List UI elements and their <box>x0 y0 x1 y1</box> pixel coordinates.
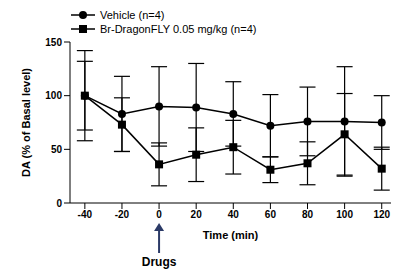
html-text:Br-DragonFLY 0.05 mg/kg (n=4): Br-DragonFLY 0.05 mg/kg (n=4) <box>100 23 257 35</box>
svg-text:100: 100 <box>45 90 62 101</box>
svg-text:80: 80 <box>302 209 314 220</box>
svg-text:20: 20 <box>191 209 203 220</box>
svg-text:50: 50 <box>51 144 63 155</box>
svg-text:150: 150 <box>45 37 62 48</box>
svg-text:-40: -40 <box>78 209 93 220</box>
svg-text:DA (% of Basal level): DA (% of Basal level) <box>20 68 32 177</box>
svg-text:40: 40 <box>228 209 240 220</box>
svg-text:100: 100 <box>336 209 353 220</box>
svg-text:0: 0 <box>156 209 162 220</box>
svg-text:0: 0 <box>56 198 62 209</box>
svg-text:-20: -20 <box>115 209 130 220</box>
svg-text:Time (min): Time (min) <box>203 229 259 241</box>
svg-text:Drugs: Drugs <box>142 255 177 269</box>
svg-text:120: 120 <box>373 209 390 220</box>
html-text:Vehicle (n=4): Vehicle (n=4) <box>100 9 165 21</box>
svg-text:60: 60 <box>265 209 277 220</box>
